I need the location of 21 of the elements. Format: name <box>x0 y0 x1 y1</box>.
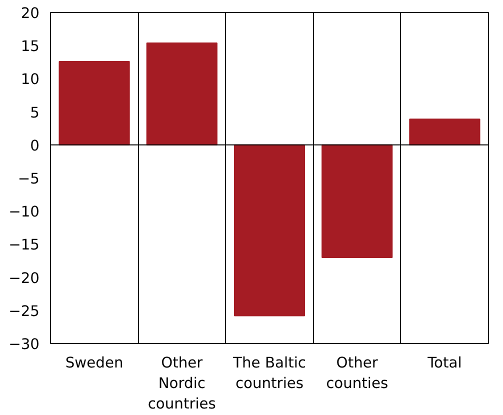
y-tick-label: 10 <box>20 71 40 88</box>
x-tick-label: Total <box>426 354 462 372</box>
y-tick-label: −10 <box>8 204 40 221</box>
y-tick-label: −20 <box>8 270 40 287</box>
x-tick-label: Other counties <box>326 354 388 392</box>
y-tick-label: 20 <box>20 5 40 22</box>
x-tick-label: Other Nordic countries <box>148 354 216 412</box>
x-tick-label: Sweden <box>65 354 124 372</box>
y-tick-label: 5 <box>30 104 40 122</box>
y-tick-label: −5 <box>18 170 40 188</box>
y-tick-label: −25 <box>8 302 40 320</box>
y-tick-label: −15 <box>8 236 40 254</box>
bar <box>234 144 306 316</box>
bar <box>322 144 393 258</box>
bar <box>146 42 218 146</box>
bar <box>58 60 130 146</box>
bar <box>409 118 480 146</box>
y-tick-label: −30 <box>8 336 40 353</box>
y-tick-label: 0 <box>30 137 40 154</box>
y-tick-label: 15 <box>20 38 40 56</box>
x-tick-label: The Baltic countries <box>232 354 306 392</box>
